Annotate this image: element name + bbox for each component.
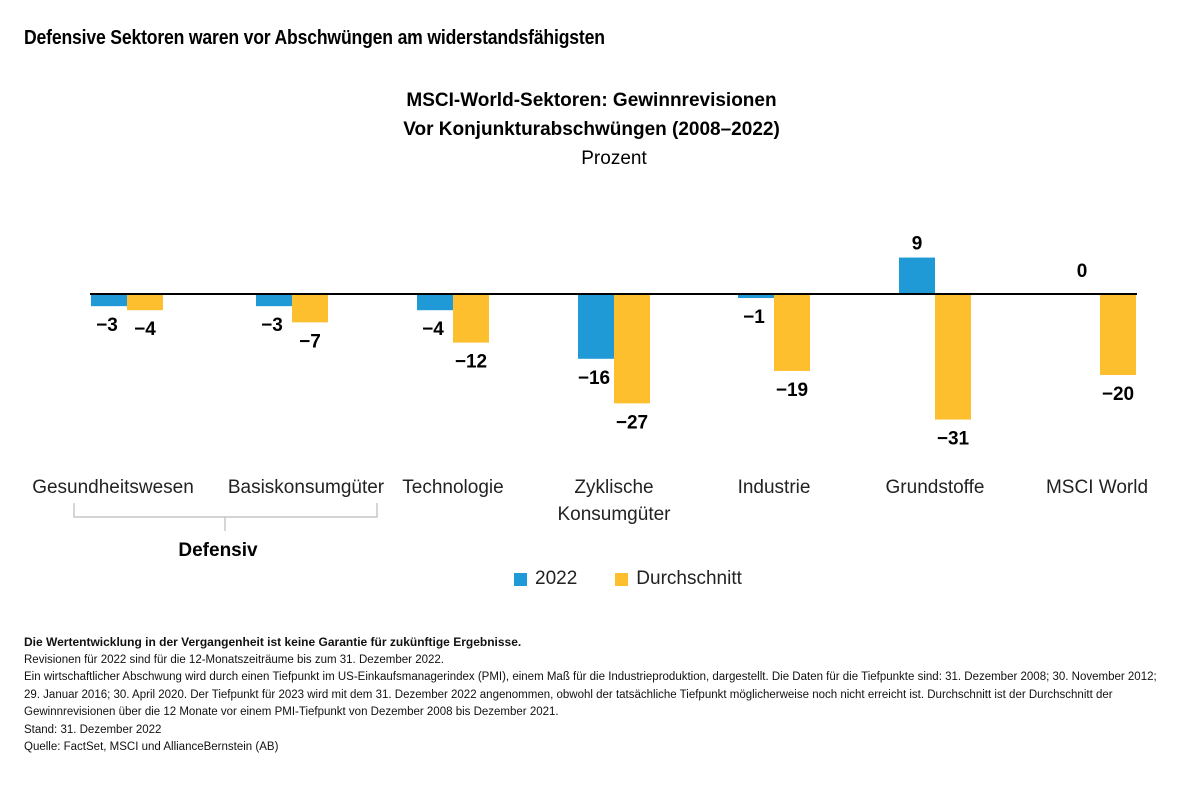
- category-label: MSCI World: [1046, 477, 1148, 498]
- data-label: −4: [134, 319, 156, 340]
- bar-2022: [256, 294, 292, 307]
- chart-title: MSCI-World-Sektoren: Gewinnrevisionen: [406, 90, 777, 111]
- group-label-defensiv: Defensiv: [178, 540, 258, 560]
- bar-chart: −3 −4 −3 −7 −4 −12 −16 −27 −1 −19 9 −31 0 −20 Gesundhe…: [32, 234, 1148, 560]
- headline: Defensive Sektoren waren vor Abschwüngen…: [24, 27, 605, 49]
- category-label: Konsumgüter: [557, 504, 671, 525]
- data-label: 0: [1077, 261, 1088, 282]
- note-line: Stand: 31. Dezember 2022: [24, 723, 162, 736]
- note-line: Quelle: FactSet, MSCI und AllianceBernst…: [24, 741, 279, 753]
- legend-swatch-durchschnitt: [615, 572, 629, 586]
- defensiv-bracket: [73, 503, 378, 518]
- category-label: Technologie: [402, 477, 503, 498]
- chart-unit: Prozent: [581, 148, 647, 169]
- bar-durchschnitt: [935, 294, 971, 420]
- data-label: −31: [937, 429, 970, 450]
- data-label: −1: [743, 307, 765, 328]
- category-label: Gesundheitswesen: [32, 477, 194, 498]
- data-label: −20: [1102, 384, 1134, 405]
- bar-2022: [91, 294, 127, 307]
- bar-durchschnitt: [453, 294, 489, 343]
- legend-label-durchschnitt: Durchschnitt: [636, 568, 742, 589]
- disclaimer: Die Wertentwicklung in der Vergangenheit…: [24, 635, 522, 649]
- data-label: −16: [578, 368, 610, 389]
- bar-durchschnitt: [292, 294, 328, 323]
- bar-durchschnitt: [614, 294, 650, 404]
- data-label: −7: [299, 331, 321, 352]
- footnotes: Die Wertentwicklung in der Vergangenheit…: [24, 634, 1164, 757]
- bar-durchschnitt: [127, 294, 163, 311]
- data-label: −3: [96, 315, 118, 336]
- category-label: Industrie: [738, 477, 811, 498]
- bar-2022: [417, 294, 453, 311]
- bar-2022: [738, 294, 774, 299]
- category-label: Zyklische: [574, 477, 653, 498]
- bar-2022: [899, 257, 935, 294]
- category-label: Grundstoffe: [886, 477, 985, 498]
- data-label: −4: [422, 319, 444, 340]
- category-label: Basiskonsumgüter: [228, 477, 385, 498]
- legend-swatch-2022: [514, 572, 527, 586]
- chart-subtitle: Vor Konjunkturabschwüngen (2008–2022): [403, 119, 780, 140]
- data-label: −3: [261, 315, 283, 336]
- note-line: Revisionen für 2022 sind für die 12-Mona…: [24, 653, 444, 666]
- note-line: Ein wirtschaftlicher Abschwung wird durc…: [24, 671, 1157, 718]
- data-label: −12: [455, 352, 487, 373]
- legend-item-2022: 2022: [514, 568, 577, 590]
- bar-durchschnitt: [1100, 294, 1136, 375]
- bar-durchschnitt: [774, 294, 810, 371]
- legend: 2022 Durchschnitt: [514, 568, 780, 590]
- legend-label-2022: 2022: [535, 568, 578, 589]
- data-label: 9: [912, 234, 923, 255]
- data-label: −27: [616, 412, 648, 433]
- data-label: −19: [776, 380, 808, 401]
- legend-item-durchschnitt: Durchschnitt: [615, 568, 742, 590]
- bar-2022: [578, 294, 614, 359]
